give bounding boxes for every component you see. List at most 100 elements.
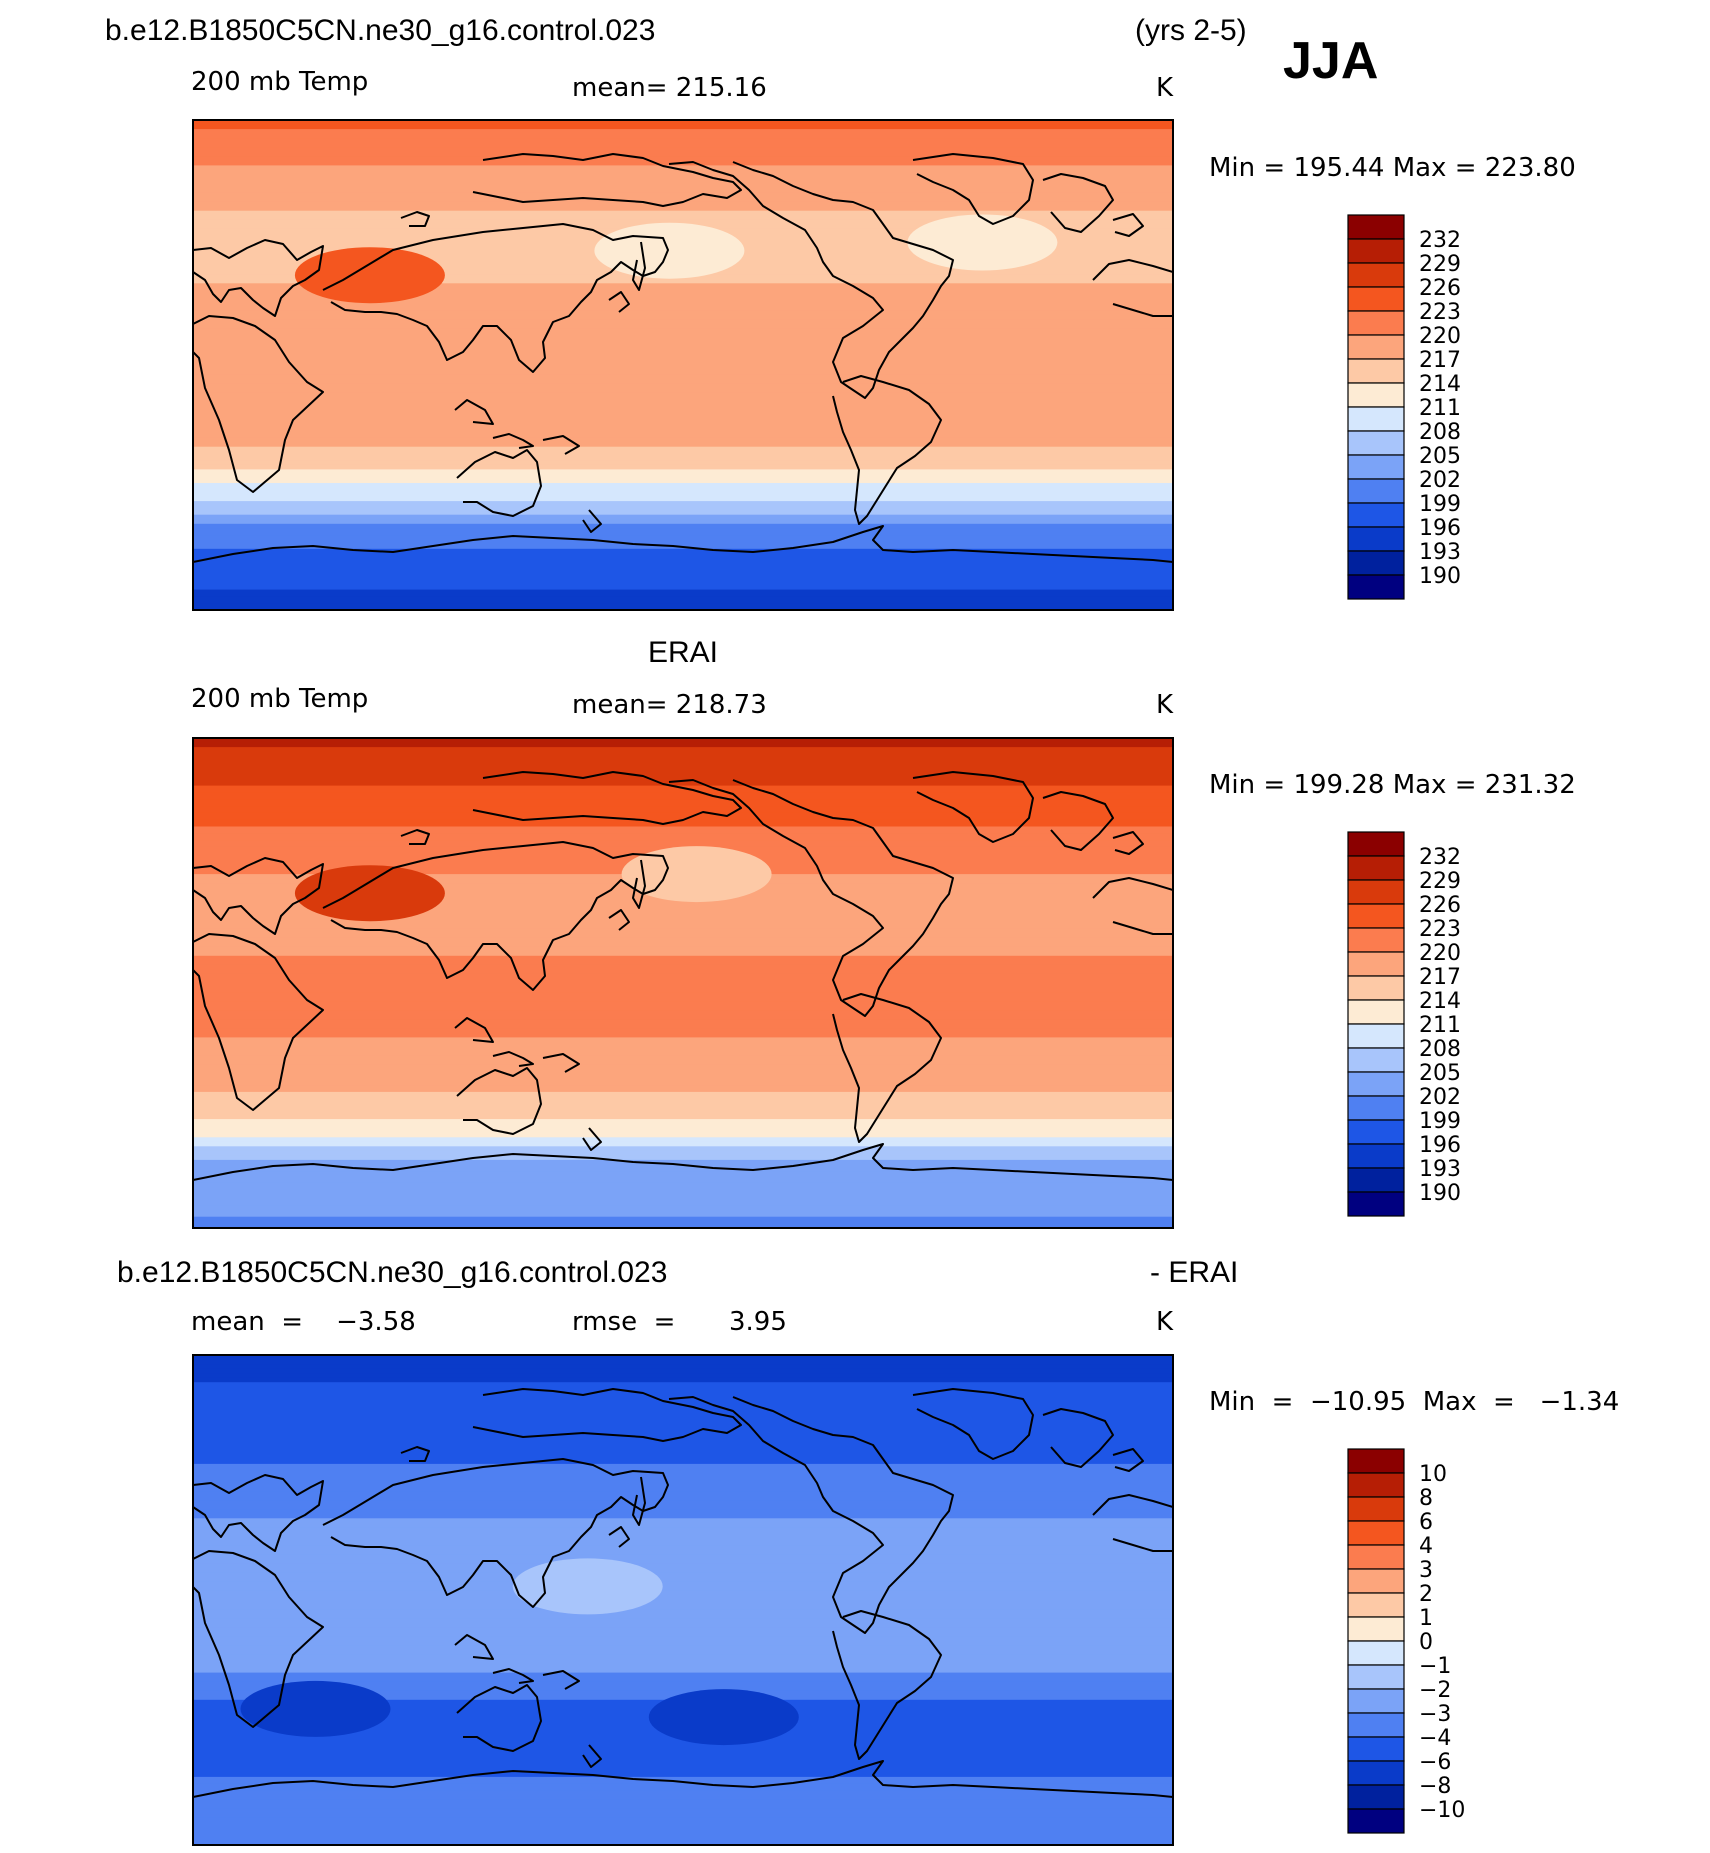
zonal-band xyxy=(193,1194,1173,1207)
zonal-band xyxy=(193,1128,1173,1134)
zonal-band xyxy=(193,1146,1173,1152)
zonal-band xyxy=(193,510,1173,516)
colorbar-swatch xyxy=(1347,382,1405,408)
zonal-band xyxy=(193,346,1173,357)
zonal-band xyxy=(193,1756,1173,1765)
colorbar-swatch xyxy=(1347,430,1405,456)
colorbar-swatch xyxy=(1347,879,1405,905)
colorbar-tick-label: 232 xyxy=(1419,845,1461,870)
zonal-band xyxy=(193,1078,1173,1086)
colorbar-tick-label: −8 xyxy=(1419,1774,1451,1799)
colorbar-swatch xyxy=(1347,1664,1405,1690)
colorbar-tick-label: 214 xyxy=(1419,989,1461,1014)
zonal-band xyxy=(193,955,1173,966)
panel-mean-label: mean= 218.73 xyxy=(572,690,767,720)
zonal-band xyxy=(193,1645,1173,1656)
colorbar-swatch xyxy=(1347,1095,1405,1121)
colorbar-tick-label: 202 xyxy=(1419,468,1461,493)
zonal-band xyxy=(193,1776,1173,1785)
zonal-band xyxy=(193,1091,1173,1100)
colorbar-tick-label: 211 xyxy=(1419,1013,1461,1038)
panel-left-label: 200 mb Temp xyxy=(191,684,368,714)
zonal-band xyxy=(193,1473,1173,1483)
colorbar-tick-label: 226 xyxy=(1419,893,1461,918)
zonal-band xyxy=(193,738,1173,744)
colorbar-tick-label: 193 xyxy=(1419,540,1461,565)
zonal-band xyxy=(193,946,1173,957)
zonal-band xyxy=(193,1463,1173,1474)
colorbar-tick-label: 190 xyxy=(1419,1181,1461,1206)
zonal-band xyxy=(193,778,1173,787)
colorbar-tick-label: 0 xyxy=(1419,1630,1433,1655)
zonal-band xyxy=(193,365,1173,375)
contour-feature xyxy=(621,846,772,903)
colorbar-swatch xyxy=(1347,903,1405,929)
zonal-band xyxy=(193,192,1173,203)
zonal-band xyxy=(193,1491,1173,1501)
colorbar-tick-label: 202 xyxy=(1419,1085,1461,1110)
colorbar-tick-label: 208 xyxy=(1419,420,1461,445)
zonal-band xyxy=(193,1527,1173,1538)
zonal-band xyxy=(193,1391,1173,1402)
zonal-band xyxy=(193,569,1173,577)
zonal-band xyxy=(193,1783,1173,1792)
zonal-band xyxy=(193,1770,1173,1778)
zonal-band xyxy=(193,419,1173,430)
zonal-band xyxy=(193,523,1173,530)
panel-difference: b.e12.B1850C5CN.ne30_g16.control.023 - E… xyxy=(117,1256,1619,1846)
colorbar-swatch xyxy=(1347,1568,1405,1594)
zonal-band xyxy=(193,410,1173,421)
zonal-band xyxy=(193,833,1173,841)
zonal-band xyxy=(193,792,1173,800)
zonal-band xyxy=(193,1119,1173,1125)
panel-title: b.e12.B1850C5CN.ne30_g16.control.023 xyxy=(117,1256,667,1289)
zonal-band xyxy=(193,1563,1173,1574)
zonal-band xyxy=(193,469,1173,475)
zonal-band xyxy=(193,464,1173,471)
zonal-band xyxy=(193,535,1173,543)
zonal-band xyxy=(193,1509,1173,1520)
years-label: (yrs 2-5) xyxy=(1135,14,1247,47)
zonal-band xyxy=(193,1364,1173,1370)
zonal-band xyxy=(193,901,1173,912)
zonal-band xyxy=(193,1137,1173,1143)
zonal-band xyxy=(193,1681,1173,1692)
colorbar-swatch xyxy=(1347,999,1405,1025)
zonal-band xyxy=(193,519,1173,525)
zonal-band xyxy=(193,355,1173,366)
zonal-band xyxy=(193,528,1173,536)
zonal-band xyxy=(193,1636,1173,1647)
colorbar-swatch xyxy=(1347,262,1405,288)
zonal-band xyxy=(193,1132,1173,1138)
zonal-band xyxy=(193,319,1173,330)
zonal-band xyxy=(193,487,1173,493)
colorbar-swatch xyxy=(1347,286,1405,312)
zonal-band xyxy=(193,455,1173,461)
zonal-band xyxy=(193,1590,1173,1601)
zonal-band xyxy=(193,806,1173,814)
zonal-band xyxy=(193,1790,1173,1801)
zonal-band xyxy=(193,174,1173,185)
colorbar-tick-label: 196 xyxy=(1419,1133,1461,1158)
zonal-band xyxy=(193,964,1173,975)
colorbar-swatch xyxy=(1347,1071,1405,1097)
zonal-band xyxy=(193,483,1173,489)
zonal-band xyxy=(193,301,1173,312)
colorbar-swatch xyxy=(1347,1167,1405,1193)
colorbar-tick-label: 205 xyxy=(1419,444,1461,469)
zonal-band xyxy=(193,1742,1173,1751)
zonal-band xyxy=(193,576,1173,584)
zonal-band xyxy=(193,1826,1173,1837)
colorbar-swatch xyxy=(1347,214,1405,240)
colorbar-swatch xyxy=(1347,334,1405,360)
zonal-band xyxy=(193,1500,1173,1511)
colorbar-tick-label: 190 xyxy=(1419,564,1461,589)
zonal-band xyxy=(193,785,1173,794)
panel-rmse-value: 3.95 xyxy=(729,1307,787,1337)
zonal-band xyxy=(193,819,1173,828)
colorbar-tick-label: 223 xyxy=(1419,300,1461,325)
zonal-band xyxy=(193,1545,1173,1556)
zonal-band xyxy=(193,555,1173,564)
zonal-band xyxy=(193,1055,1173,1066)
zonal-band xyxy=(193,310,1173,321)
